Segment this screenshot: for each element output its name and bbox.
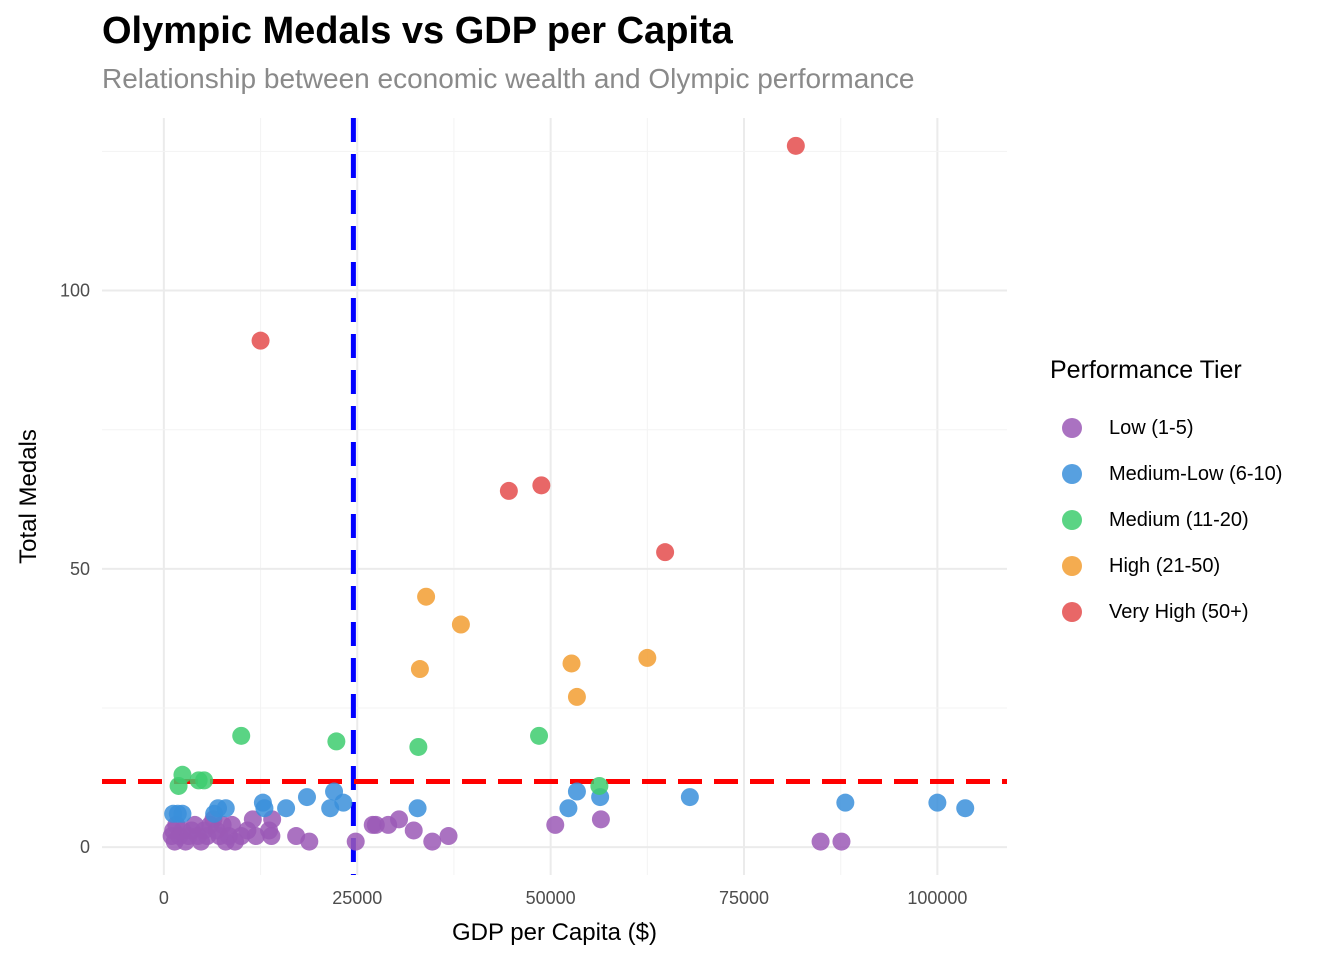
data-point: [243, 810, 262, 829]
data-point: [173, 804, 192, 823]
x-tick-label: 0: [159, 888, 169, 908]
legend-label: Medium (11-20): [1109, 508, 1249, 531]
data-point: [546, 815, 565, 834]
x-tick-label: 50000: [526, 888, 576, 908]
data-point: [410, 660, 429, 679]
grid-lines: [102, 118, 1007, 875]
data-point: [559, 799, 578, 818]
y-tick-label: 100: [60, 281, 90, 301]
series-very-high-50-: [251, 136, 805, 562]
data-point: [251, 331, 270, 350]
y-tick-label: 0: [80, 837, 90, 857]
data-point: [680, 788, 699, 807]
data-point: [591, 810, 610, 829]
data-point: [656, 543, 675, 562]
x-tick-label: 25000: [332, 888, 382, 908]
data-point: [346, 832, 365, 851]
legend-swatch: [1062, 464, 1082, 484]
data-point: [366, 815, 385, 834]
legend-label: Very High (50+): [1109, 600, 1249, 623]
data-point: [832, 832, 851, 851]
series-medium-low-6-10-: [164, 782, 975, 823]
y-tick-label: 50: [70, 559, 90, 579]
data-point: [262, 827, 281, 846]
data-point: [562, 654, 581, 673]
reference-lines: [102, 118, 1007, 875]
series-medium-11-20-: [169, 726, 609, 795]
data-point: [499, 481, 518, 500]
axis-ticks: 0 25000 50000 75000 100000 0 50 100: [60, 281, 967, 908]
legend-swatch: [1062, 510, 1082, 530]
data-point: [417, 587, 436, 606]
data-point: [216, 799, 235, 818]
data-point: [327, 732, 346, 751]
data-point: [300, 832, 319, 851]
data-point: [277, 799, 296, 818]
data-point: [408, 799, 427, 818]
data-point: [232, 726, 251, 745]
data-point: [409, 737, 428, 756]
data-point: [423, 832, 442, 851]
x-axis-title: GDP per Capita ($): [452, 919, 657, 946]
data-point: [297, 788, 316, 807]
data-point: [928, 793, 947, 812]
legend-label: Low (1-5): [1109, 416, 1194, 439]
data-point: [334, 793, 353, 812]
data-point: [195, 771, 214, 790]
data-point: [390, 810, 409, 829]
data-point: [439, 827, 458, 846]
x-tick-label: 100000: [907, 888, 967, 908]
data-point: [590, 776, 609, 795]
data-point: [567, 687, 586, 706]
data-point: [811, 832, 830, 851]
y-axis-title: Total Medals: [15, 429, 42, 564]
legend-item: High (21-50): [1050, 543, 1282, 589]
data-point: [567, 782, 586, 801]
data-point: [836, 793, 855, 812]
legend-item: Very High (50+): [1050, 589, 1282, 635]
legend-swatch: [1062, 602, 1082, 622]
legend-swatch: [1062, 556, 1082, 576]
legend-items: Low (1-5) Medium-Low (6-10) Medium (11-20)…: [1050, 405, 1282, 635]
legend-label: High (21-50): [1109, 554, 1221, 577]
legend-label: Medium-Low (6-10): [1109, 462, 1283, 485]
legend-item: Medium (11-20): [1050, 497, 1282, 543]
series-high-21-50-: [410, 587, 657, 706]
data-point: [255, 799, 274, 818]
chart-subtitle: Relationship between economic wealth and…: [102, 63, 915, 94]
data-point: [532, 476, 551, 495]
legend-swatch: [1062, 418, 1082, 438]
chart-title: Olympic Medals vs GDP per Capita: [102, 10, 733, 52]
data-point: [404, 821, 423, 840]
data-point: [956, 799, 975, 818]
data-point: [530, 726, 549, 745]
legend-title: Performance Tier: [1050, 356, 1242, 384]
data-points: [162, 136, 975, 851]
x-tick-label: 75000: [719, 888, 769, 908]
data-point: [638, 648, 657, 667]
data-point: [173, 765, 192, 784]
legend: Performance Tier Low (1-5) Medium-Low (6-…: [1050, 356, 1282, 635]
data-point: [786, 136, 805, 155]
legend-item: Low (1-5): [1050, 405, 1282, 451]
legend-item: Medium-Low (6-10): [1050, 451, 1282, 497]
data-point: [451, 615, 470, 634]
